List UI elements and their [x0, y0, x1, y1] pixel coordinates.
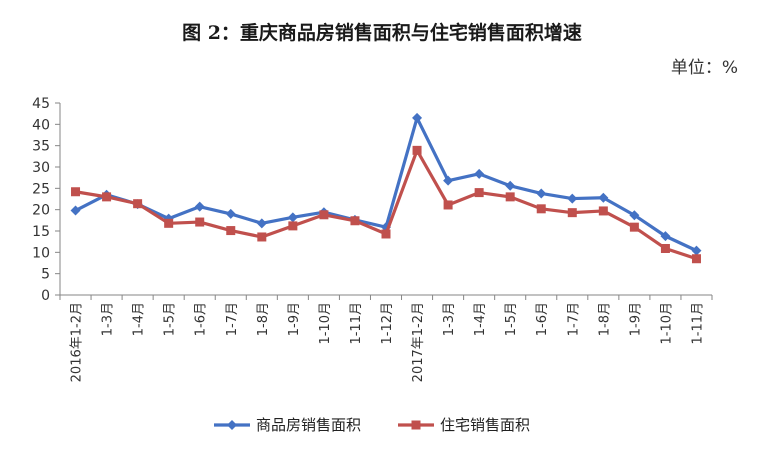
data-point [629, 210, 640, 221]
legend-square-icon [411, 420, 421, 430]
unit-label: 单位：% [670, 58, 738, 78]
x-tick-label: 1-9月 [628, 302, 643, 336]
data-point [195, 217, 205, 227]
legend-label: 商品房销售面积 [256, 416, 361, 434]
data-point [256, 218, 267, 229]
y-tick-label: 45 [32, 96, 50, 112]
x-tick-label: 1-7月 [225, 302, 240, 336]
data-point [164, 218, 174, 228]
data-point [412, 145, 422, 155]
data-point [505, 180, 516, 191]
data-point [287, 212, 298, 223]
y-tick-label: 40 [32, 117, 50, 133]
data-point [505, 192, 515, 202]
data-point [474, 168, 485, 179]
legend-item-2: 住宅销售面积 [398, 416, 530, 434]
legend-label: 住宅销售面积 [440, 416, 530, 434]
data-point [226, 226, 236, 236]
series-line [75, 148, 697, 261]
data-point [412, 112, 423, 123]
x-tick-label: 1-4月 [132, 302, 147, 336]
legend-item-1: 商品房销售面积 [214, 416, 361, 434]
x-tick-label: 2016年1-2月 [70, 302, 85, 382]
data-point [598, 192, 609, 203]
y-tick-label: 25 [32, 181, 50, 197]
x-tick-label: 1-6月 [535, 302, 550, 336]
data-point [225, 208, 236, 219]
x-tick-label: 1-4月 [473, 302, 488, 336]
data-point [102, 192, 112, 202]
legend-diamond-icon [227, 420, 237, 430]
y-tick-label: 10 [32, 245, 50, 261]
x-tick-label: 1-8月 [256, 302, 271, 336]
y-tick-label: 5 [41, 267, 50, 283]
x-tick-label: 1-5月 [504, 302, 519, 336]
x-tick-label: 1-7月 [566, 302, 581, 336]
x-tick-label: 1-10月 [318, 302, 333, 345]
x-tick-label: 1-9月 [287, 302, 302, 336]
data-point [443, 200, 453, 210]
chart-axes: 0 5 10 15 20 25 30 35 40 45 2016年1-2月 1-3月 1-4月 1-5月 1… [32, 96, 713, 382]
chart-title: 图 2：重庆商品房销售面积与住宅销售面积增速 [182, 22, 582, 44]
x-tick-label: 1-12月 [380, 302, 395, 345]
x-tick-label: 1-8月 [597, 302, 612, 336]
series-2 [71, 145, 701, 264]
x-tick-label: 2017年1-2月 [411, 302, 426, 382]
x-tick-label: 1-3月 [101, 302, 116, 336]
y-tick-label: 20 [32, 203, 50, 219]
data-point [257, 232, 267, 242]
x-tick-label: 1-11月 [349, 302, 364, 345]
x-tick-label: 1-11月 [690, 302, 705, 345]
data-point [567, 193, 578, 204]
data-point [319, 210, 329, 220]
data-point [660, 243, 670, 253]
data-point [629, 222, 639, 232]
y-tick-label: 15 [32, 224, 50, 240]
data-point [598, 206, 608, 216]
y-tick-label: 30 [32, 160, 50, 176]
y-tick-label: 35 [32, 139, 50, 155]
data-point [474, 188, 484, 198]
y-tick-label: 0 [41, 288, 50, 304]
data-point [443, 175, 454, 186]
data-point [536, 204, 546, 214]
data-point [350, 216, 360, 226]
data-point [660, 231, 671, 242]
x-tick-label: 1-5月 [163, 302, 178, 336]
data-point [288, 221, 298, 231]
x-tick-label: 1-3月 [442, 302, 457, 336]
data-point [133, 199, 143, 209]
x-tick-label: 1-10月 [659, 302, 674, 345]
data-point [691, 245, 702, 256]
chart-series [70, 112, 702, 264]
x-tick-label: 1-6月 [194, 302, 209, 336]
data-point [691, 254, 701, 264]
data-point [194, 201, 205, 212]
chart-legend: 商品房销售面积 住宅销售面积 [214, 416, 530, 434]
data-point [536, 188, 547, 199]
data-point [71, 187, 81, 197]
data-point [381, 229, 391, 239]
data-point [70, 205, 81, 216]
data-point [567, 208, 577, 218]
